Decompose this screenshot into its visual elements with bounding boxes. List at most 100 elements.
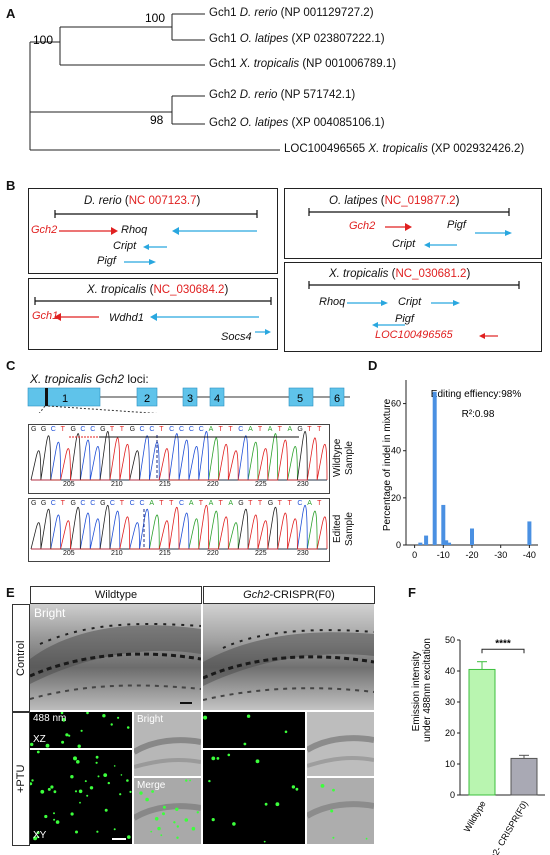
fluorescent-spot bbox=[275, 802, 280, 807]
base-call: G bbox=[70, 500, 76, 507]
fluorescent-spot bbox=[53, 812, 55, 815]
row-header-ptu: +PTU bbox=[12, 712, 30, 846]
gene-label: Rhoq bbox=[121, 224, 148, 236]
base-call: C bbox=[238, 426, 244, 433]
synteny-box-xtropicalis-1: X. tropicalis (NC_030684.2) Gch1 Wdhd1 S… bbox=[28, 278, 278, 350]
y-tick-label: 0 bbox=[450, 790, 455, 800]
fluorescent-spot bbox=[30, 782, 33, 786]
gene-label: Cript bbox=[392, 238, 416, 250]
y-tick-label: 20 bbox=[445, 728, 455, 738]
leaf-5: Gch2 O. latipes (XP 004085106.1) bbox=[209, 117, 385, 129]
indel-bar bbox=[470, 528, 474, 545]
fluorescent-spot bbox=[104, 808, 108, 812]
fluorescent-spot bbox=[151, 790, 154, 793]
scale-bar bbox=[112, 838, 126, 840]
fluorescent-spot bbox=[332, 788, 335, 792]
fluorescent-spot bbox=[76, 760, 80, 764]
panel-label-e: E bbox=[6, 585, 15, 600]
fluorescent-spot bbox=[70, 812, 74, 816]
fluorescent-spot bbox=[243, 742, 247, 746]
y-tick-label: 30 bbox=[445, 697, 455, 707]
fluorescent-spot bbox=[291, 785, 296, 789]
fluorescent-spot bbox=[176, 825, 179, 828]
base-call: G bbox=[100, 500, 106, 507]
fluor-xz-wildtype: 488 nm XZ bbox=[30, 712, 132, 748]
gene-label: Cript bbox=[398, 296, 422, 308]
fluorescent-spot bbox=[117, 716, 120, 719]
fluorescent-spot bbox=[40, 789, 45, 794]
col-header-crispr: Gch2 -CRISPR(F0) bbox=[203, 586, 375, 604]
fluorescent-spot bbox=[227, 753, 231, 757]
base-call: T bbox=[307, 426, 312, 433]
f-ylabel: Emission intensity under 488nm excitatio… bbox=[411, 638, 433, 742]
fluorescent-spot bbox=[145, 797, 149, 802]
x-tick-label: -20 bbox=[465, 550, 478, 560]
fluorescent-spot bbox=[154, 817, 159, 821]
y-tick-label: 60 bbox=[391, 399, 401, 409]
leaf-2: Gch1 O. latipes (XP 023807222.1) bbox=[209, 33, 385, 45]
chart-annotation-efficiency: Editing effiency:98% bbox=[431, 389, 522, 400]
fluorescent-spot bbox=[113, 828, 116, 831]
leaf-6: LOC100496565 X. tropicalis (XP 002932426… bbox=[284, 143, 525, 155]
base-call: C bbox=[149, 426, 155, 433]
base-call: C bbox=[139, 500, 145, 507]
base-call: A bbox=[208, 426, 214, 433]
fluorescent-spot bbox=[86, 794, 89, 797]
fluorescent-spot bbox=[36, 750, 40, 754]
fluorescent-spot bbox=[95, 761, 98, 764]
fluorescent-spot bbox=[184, 818, 189, 822]
base-call: G bbox=[31, 500, 37, 507]
base-call: C bbox=[129, 500, 135, 507]
edited-sample-label: Edited Sample bbox=[332, 512, 355, 546]
base-call: A bbox=[208, 500, 214, 507]
fluorescent-spot bbox=[263, 840, 266, 843]
exon-label: 3 bbox=[187, 393, 193, 405]
fluorescent-spot bbox=[211, 818, 215, 822]
fluorescent-spot bbox=[31, 779, 34, 782]
y-tick-label: 40 bbox=[445, 666, 455, 676]
emission-bar-chart: Emission intensity under 488nm excitatio… bbox=[411, 635, 545, 855]
x-tick-label: -10 bbox=[437, 550, 450, 560]
base-call: C bbox=[109, 500, 115, 507]
synteny-title: X. tropicalis (NC_030681.2) bbox=[329, 268, 471, 280]
y-tick-label: 40 bbox=[391, 446, 401, 456]
base-call: C bbox=[80, 500, 86, 507]
base-call: C bbox=[188, 426, 194, 433]
bright-small-wildtype: Bright bbox=[134, 712, 201, 776]
fluorescent-spot bbox=[246, 714, 251, 718]
base-call: T bbox=[109, 426, 115, 433]
synteny-box-xtropicalis-2: X. tropicalis (NC_030681.2) Rhoq Cript P… bbox=[284, 262, 542, 352]
base-call: A bbox=[248, 426, 253, 433]
merge-label: Merge bbox=[137, 780, 166, 791]
phylogenetic-tree: 100 100 98 bbox=[29, 11, 280, 151]
base-call: T bbox=[257, 500, 263, 507]
fluorescent-spot bbox=[65, 733, 69, 737]
chart-ylabel: Percentage of indel in mixture bbox=[382, 398, 393, 531]
fluorescent-spot bbox=[203, 715, 208, 720]
base-call: G bbox=[40, 500, 47, 507]
indel-bar bbox=[441, 504, 446, 545]
fluorescent-spot bbox=[47, 787, 51, 791]
base-call: C bbox=[179, 500, 185, 507]
fluorescent-spot bbox=[216, 757, 220, 760]
wildtype-sample-label: Wildtype Sample bbox=[332, 438, 355, 478]
indel-bar bbox=[418, 542, 423, 545]
panel-label-c: C bbox=[6, 358, 16, 373]
base-call: T bbox=[169, 500, 174, 507]
fluorescent-spot bbox=[107, 781, 111, 785]
significance-stars: **** bbox=[495, 638, 511, 649]
fluorescent-spot bbox=[162, 805, 166, 809]
y-tick-label: 50 bbox=[445, 635, 455, 645]
base-call: T bbox=[119, 500, 125, 507]
base-call: G bbox=[238, 500, 244, 507]
bright-label: Bright bbox=[34, 606, 66, 620]
exon-label: 5 bbox=[297, 393, 303, 405]
base-call: T bbox=[198, 500, 203, 507]
indel-bar bbox=[432, 391, 437, 545]
fluorescent-spot bbox=[86, 712, 89, 715]
base-call: C bbox=[50, 500, 56, 507]
nm488-label: 488 nm bbox=[33, 713, 67, 724]
